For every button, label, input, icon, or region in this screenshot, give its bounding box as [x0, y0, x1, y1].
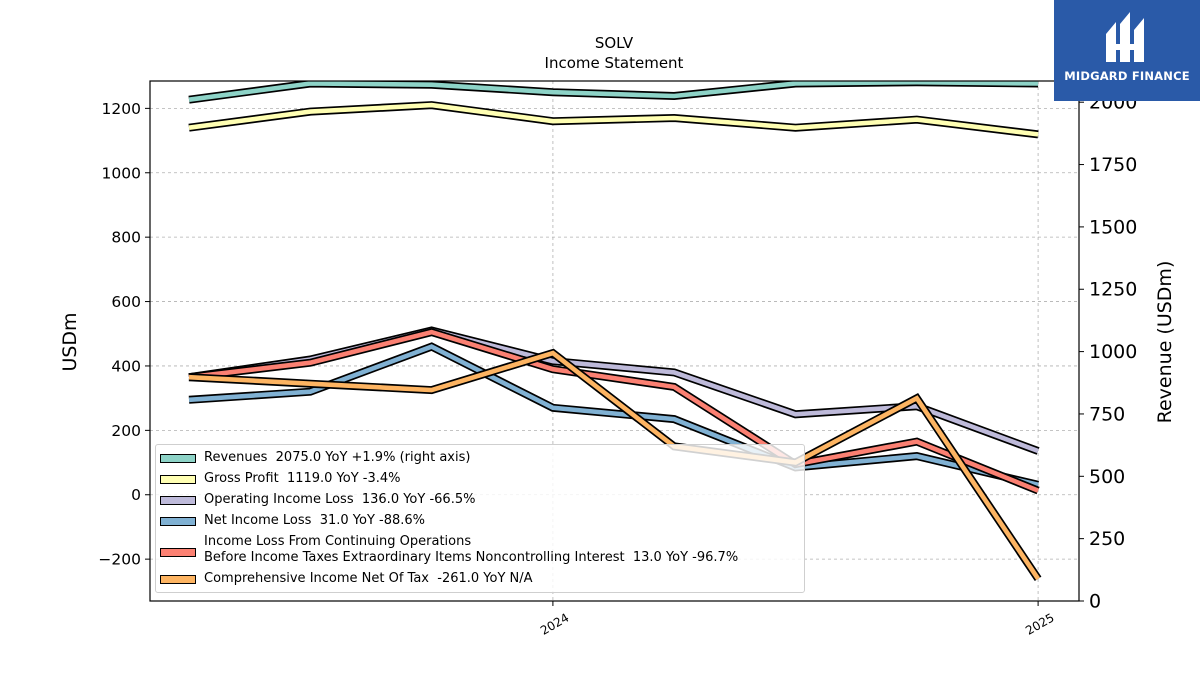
y-tick-label: 800 — [111, 229, 141, 247]
plot-frame — [149, 80, 1080, 602]
y-tick-label: 600 — [111, 293, 141, 311]
legend-item: Income Loss From Continuing Operations B… — [160, 534, 738, 566]
brand-logo: MIDGARD FINANCE — [1054, 0, 1200, 101]
legend-swatch — [160, 495, 196, 505]
legend-item: Revenues 2075.0 YoY +1.9% (right axis) — [160, 450, 470, 466]
chart-legend: Revenues 2075.0 YoY +1.9% (right axis) Gr… — [155, 444, 805, 593]
series-line — [188, 81, 1039, 102]
legend-label: Gross Profit 1119.0 YoY -3.4% — [204, 471, 401, 486]
logo-name: MIDGARD FINANCE — [1064, 69, 1190, 83]
series-6 — [188, 348, 1042, 582]
y2-tick-label: 1250 — [1089, 279, 1137, 301]
chart-subtitle: Income Statement — [545, 54, 684, 72]
y2-axis-label: Revenue (USDm) — [1154, 261, 1176, 424]
logo-mark-icon — [1106, 12, 1144, 62]
series-lines — [188, 81, 1042, 582]
y2-tick-label: 750 — [1089, 403, 1125, 425]
legend-item: Comprehensive Income Net Of Tax -261.0 Y… — [160, 571, 533, 587]
legend-swatch — [160, 548, 196, 557]
series-line — [188, 329, 1039, 493]
series-line — [188, 102, 1039, 137]
legend-item: Gross Profit 1119.0 YoY -3.4% — [160, 471, 401, 487]
series-2 — [188, 101, 1039, 139]
legend-label: Operating Income Loss 136.0 YoY -66.5% — [204, 492, 476, 507]
y-tick-label: −200 — [98, 551, 141, 569]
legend-swatch — [160, 453, 196, 463]
legend-label: Revenues 2075.0 YoY +1.9% (right axis) — [204, 450, 471, 465]
legend-swatch — [160, 474, 196, 484]
series-line — [188, 350, 1041, 581]
y-tick-label: 200 — [111, 422, 141, 440]
y-tick-label: 1000 — [102, 164, 141, 182]
legend-item: Net Income Loss 31.0 YoY -88.6% — [160, 513, 425, 529]
y-tick-label: 1200 — [102, 100, 141, 118]
left-axis: −200 0 200 400 600 800 1000 1200 — [98, 100, 150, 569]
legend-item: Operating Income Loss 136.0 YoY -66.5% — [160, 492, 475, 508]
y-tick-label: 400 — [111, 357, 141, 375]
y-tick-label: 0 — [131, 486, 141, 504]
legend-label: Income Loss From Continuing Operations B… — [204, 534, 739, 565]
y2-tick-label: 500 — [1089, 466, 1125, 488]
y2-tick-label: 0 — [1089, 591, 1101, 613]
chart-title: SOLV — [595, 34, 634, 52]
x-tick-label: 2024 — [538, 610, 571, 637]
series-5 — [188, 327, 1040, 495]
y2-tick-label: 250 — [1089, 528, 1125, 550]
y2-tick-label: 1000 — [1089, 341, 1137, 363]
y2-tick-label: 1750 — [1089, 154, 1137, 176]
x-tick-label: 2025 — [1023, 610, 1056, 637]
y-axis-label: USDm — [59, 312, 81, 371]
x-axis: 2024 2025 — [538, 601, 1057, 638]
legend-label: Comprehensive Income Net Of Tax -261.0 Y… — [204, 571, 533, 586]
legend-swatch — [160, 574, 196, 584]
series-1 — [188, 81, 1039, 104]
legend-swatch — [160, 516, 196, 526]
legend-label: Net Income Loss 31.0 YoY -88.6% — [204, 513, 426, 528]
y2-tick-label: 1500 — [1089, 216, 1137, 238]
